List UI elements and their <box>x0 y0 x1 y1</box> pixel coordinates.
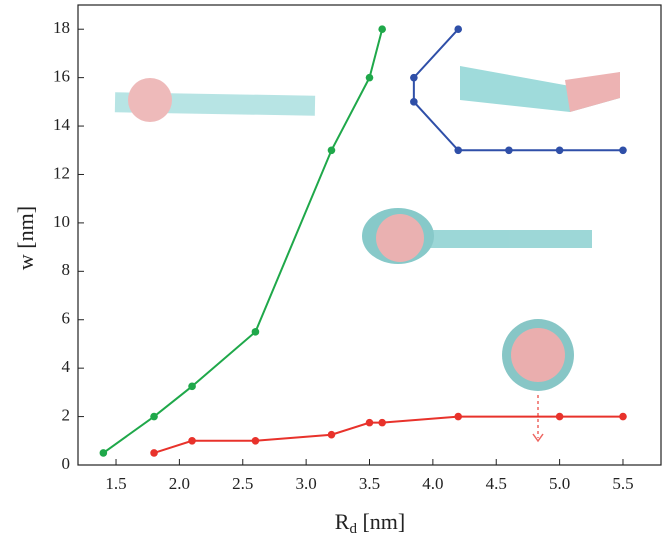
data-point <box>410 73 418 82</box>
x-tick-label: 1.5 <box>105 474 126 493</box>
data-point <box>454 25 463 34</box>
data-point <box>150 412 158 421</box>
y-tick-label: 10 <box>53 212 70 231</box>
x-axis-title-rest: [nm] <box>357 509 405 534</box>
y-tick-label: 0 <box>62 454 71 473</box>
data-point <box>378 418 386 427</box>
data-point <box>555 412 564 421</box>
data-point <box>251 436 260 445</box>
data-point <box>365 418 374 427</box>
x-tick-label: 5.0 <box>549 474 570 493</box>
y-tick-label: 2 <box>62 405 71 424</box>
data-point <box>365 73 374 82</box>
x-axis-title-base: R <box>335 509 350 534</box>
x-axis-title-subscript: d <box>349 521 357 537</box>
data-point <box>327 146 336 155</box>
data-point <box>99 449 108 457</box>
data-point <box>188 436 196 445</box>
data-point <box>410 98 418 106</box>
y-tick-label: 8 <box>62 260 71 279</box>
data-point <box>188 382 196 391</box>
illustration <box>114 66 620 443</box>
data-point <box>327 430 336 439</box>
x-tick-label: 5.5 <box>612 474 633 493</box>
data-point <box>454 412 463 421</box>
y-tick-label: 12 <box>53 163 70 182</box>
series-line <box>153 415 623 454</box>
x-tick-label: 3.0 <box>296 474 317 493</box>
data-point <box>555 146 564 155</box>
y-axis-title: w [nm] <box>13 206 38 270</box>
data-point <box>378 25 386 34</box>
x-tick-label: 4.0 <box>422 474 443 493</box>
y-tick-label: 14 <box>53 115 71 134</box>
x-tick-label: 4.5 <box>486 474 507 493</box>
y-tick-label: 6 <box>62 309 71 328</box>
x-tick-label: 2.5 <box>232 474 253 493</box>
x-tick-label: 2.0 <box>169 474 190 493</box>
data-point <box>251 328 260 336</box>
data-point <box>619 412 627 421</box>
y-tick-label: 16 <box>53 67 70 86</box>
data-point <box>619 146 627 155</box>
x-axis-title: Rd [nm] <box>335 509 405 537</box>
y-tick-label: 4 <box>62 357 71 376</box>
x-tick-label: 3.5 <box>359 474 380 493</box>
y-tick-label: 18 <box>53 18 70 37</box>
data-point <box>505 146 513 155</box>
data-point <box>150 449 158 457</box>
data-point <box>454 146 463 155</box>
